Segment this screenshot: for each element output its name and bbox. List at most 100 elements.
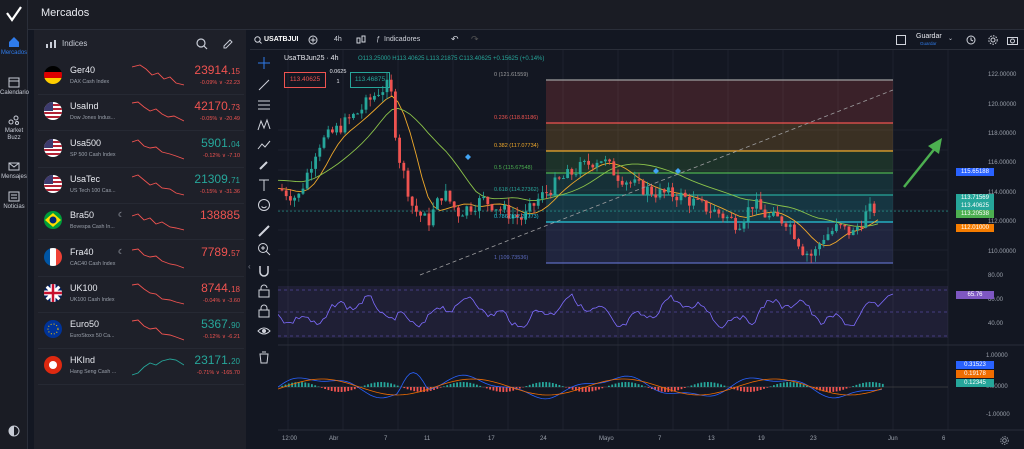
time-axis-label: 6 [942,436,946,442]
watchlist-row[interactable]: UK100 UK100 Cash Index 8744.18 -0.04% ∨ -3.… [38,278,244,313]
row-symbol: HKInd [70,355,96,366]
candle-body [620,180,624,185]
macd-histogram-bar [558,384,561,387]
macd-histogram-bar [700,382,703,387]
camera-icon[interactable] [1007,35,1018,45]
candle-body [549,192,553,195]
trend-line-icon[interactable] [257,78,271,92]
time-axis-label: 7 [384,436,388,442]
edit-icon[interactable] [222,38,234,50]
row-change: -0.12% ∨ -7.10 [202,152,240,159]
watchlist-row[interactable]: Fra40 CAC40 Cash Index 7789.57 ☾ [38,242,244,277]
macd-histogram-bar [433,387,435,390]
watchlist-row[interactable]: Bra50 Bovespa Cash In... 138885 ☾ [38,205,244,241]
macd-histogram-bar [575,387,577,391]
chevron-down-icon[interactable]: ⌄ [948,36,954,42]
rail-item-mensajes[interactable]: Mensajes [0,160,28,181]
macd-histogram-bar [535,382,538,387]
crosshair-icon[interactable] [257,56,271,70]
eye-icon[interactable] [257,324,271,338]
candle-body [410,196,414,206]
candle-body [431,209,435,226]
theme-toggle-icon[interactable] [7,424,21,438]
candle-body [335,125,338,133]
spread-value: 0.0625 [329,69,347,75]
time-axis-label: Mayo [599,436,614,442]
compare-add-icon[interactable] [308,35,318,45]
layout-icon[interactable] [896,35,906,45]
emoji-icon[interactable] [257,198,271,212]
rail-item-calendario[interactable]: Calendario [0,76,29,97]
fib-retracement-icon[interactable] [257,98,271,112]
candle-body [423,213,427,216]
candle-body [864,211,868,228]
macd-histogram-bar [571,387,574,390]
candle-body [683,192,687,197]
collapse-panel-icon[interactable]: ‹ [248,262,251,271]
macd-histogram-bar [786,382,788,387]
forecast-icon[interactable] [257,138,271,152]
chart-settings-icon[interactable] [1000,436,1009,445]
rail-item-market-buzz[interactable]: Market Buzz [0,114,28,142]
row-symbol: UK100 [70,282,98,293]
macd-histogram-bar [581,387,584,392]
trash-icon[interactable] [257,350,271,364]
watchlist-row[interactable]: HKInd Hang Seng Cash ... 23171.20 -0.71% ∨ … [38,350,244,386]
candle-body [746,207,750,222]
search-icon[interactable] [254,36,262,44]
candle-body [826,234,830,240]
price-main: 23171. [194,353,232,368]
candle-body [847,226,851,236]
zoom-in-icon[interactable] [257,242,271,256]
macd-histogram-bar [555,383,557,387]
macd-histogram-bar [763,387,765,389]
macd-histogram-bar [825,387,828,392]
macd-histogram-bar [284,384,287,387]
candles-icon[interactable] [356,35,366,45]
macd-histogram-bar [472,383,475,387]
sell-button[interactable]: 113.40625 [284,72,326,88]
alert-marker [465,154,471,160]
rail-item-mercados[interactable]: Mercados [0,36,28,57]
watchlist-title: Indices [62,39,88,48]
price-chart[interactable] [278,50,1024,449]
chart-area[interactable]: UsaTBJun25 · 4h O113.25000 H113.40625 L1… [278,50,1024,449]
candle-body [398,137,401,163]
lock-icon[interactable] [257,304,271,318]
row-symbol: Usa500 [70,137,102,148]
price-axis-label: 114.00000 [988,190,1016,196]
price-main: 8744. [201,280,232,295]
macd-histogram-bar [819,387,821,391]
indicators-button[interactable]: Indicadores [384,36,421,43]
text-icon[interactable] [257,178,271,192]
macd-histogram-bar [466,382,468,387]
macd-histogram-bar [377,382,379,387]
alert-clock-icon[interactable] [966,35,976,45]
interval-button[interactable]: 4h [334,36,342,43]
gear-icon[interactable] [988,35,998,45]
search-icon[interactable] [196,38,208,50]
watchlist-row[interactable]: UsaTec US Tech 100 Cas... 21309.71 -0.15% ∨… [38,169,244,204]
fx-icon[interactable]: ƒ [376,36,380,43]
symbol-search-button[interactable]: USATBJUI [264,36,299,43]
magnet-icon[interactable] [257,264,271,278]
fib-level-label: 0.382 (117.07734) [494,143,539,149]
buy-button[interactable]: 113.46875 [350,72,390,88]
brush-icon[interactable] [257,158,271,172]
candle-body [608,159,611,162]
pattern-icon[interactable] [257,118,271,132]
save-button[interactable]: Guardar [916,33,942,40]
watchlist-row[interactable]: Euro50 EuroStoxx 50 Ca... 5367.90 -0.12% ∨ … [38,314,244,350]
rail-item-noticias[interactable]: Noticias [0,190,28,211]
watchlist-row[interactable]: UsaInd Dow Jones Indus... 42170.73 -0.05% ∨… [38,96,244,132]
ruler-icon[interactable] [257,224,271,238]
macd-histogram-bar [594,387,597,391]
row-price: 7789.57 [201,245,240,259]
undo-icon[interactable]: ↶ [451,34,459,44]
lock-drawings-icon[interactable] [257,284,271,298]
macd-histogram-bar [403,387,406,389]
candle-body [352,113,355,119]
sparkline [132,101,184,122]
watchlist-row[interactable]: Ger40 DAX Cash Index 23914.15 -0.09% ∨ -22.… [38,60,244,95]
watchlist-row[interactable]: Usa500 SP 500 Cash Index 5901.04 -0.12% ∨ -… [38,133,244,168]
